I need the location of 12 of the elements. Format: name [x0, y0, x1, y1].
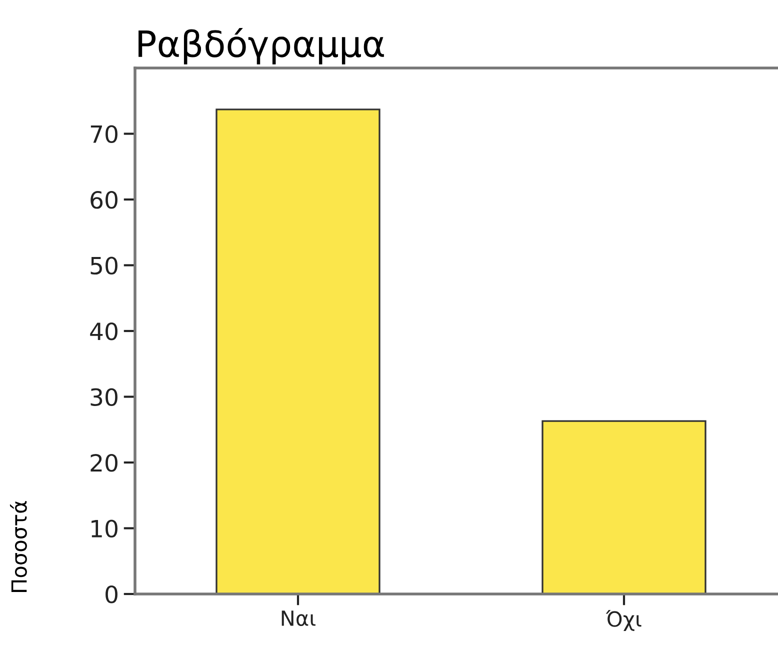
y-tick-label: 50: [90, 256, 118, 275]
y-tick-label: 70: [90, 125, 118, 144]
y-axis-title: Ποσοστά: [10, 501, 27, 592]
chart-title: Ραβδόγραμμα: [138, 28, 384, 64]
y-tick-label: 60: [90, 190, 118, 209]
x-tick-label: Ναι: [282, 610, 316, 626]
y-tick-label: 30: [90, 388, 118, 406]
y-tick-label: 10: [92, 520, 118, 538]
y-tick-label: 20: [90, 454, 118, 472]
y-tick-label: 0: [106, 585, 118, 604]
y-tick-label: 40: [90, 322, 118, 340]
x-tick-label: Όχι: [606, 610, 642, 631]
